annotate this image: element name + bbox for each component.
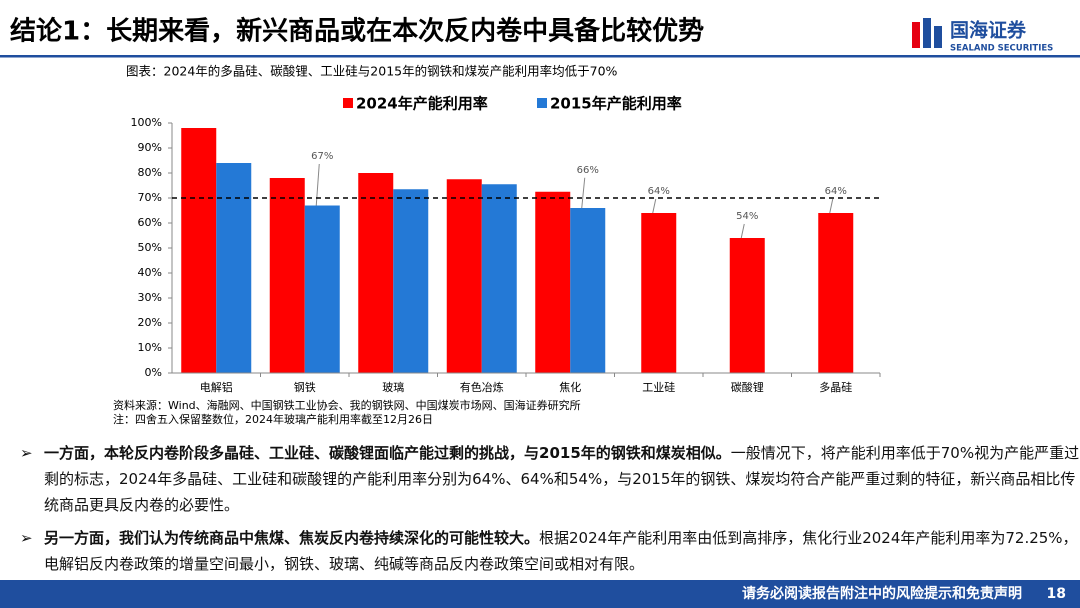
bar — [481, 184, 517, 373]
leader-line — [581, 177, 586, 209]
bar — [269, 178, 305, 373]
leader-line — [315, 163, 320, 206]
data-label: 64% — [825, 186, 847, 197]
bar — [570, 208, 606, 373]
bar — [641, 213, 677, 373]
legend-label: 2015年产能利用率 — [550, 95, 682, 113]
leader-line — [829, 198, 834, 214]
logo-english: SEALAND SECURITIES — [950, 44, 1053, 54]
chart-note: 注：四舍五入保留整数位，2024年玻璃产能利用率截至12月26日 — [113, 412, 433, 426]
bullet-arrow: ➢ — [20, 529, 33, 547]
y-tick-label: 50% — [138, 241, 162, 254]
y-tick-label: 0% — [145, 366, 162, 379]
slide-title: 结论1：长期来看，新兴商品或在本次反内卷中具备比较优势 — [10, 16, 704, 47]
bar — [535, 191, 571, 373]
legend-swatch — [537, 98, 547, 108]
y-tick-label: 10% — [138, 341, 162, 354]
leader-line — [652, 198, 657, 214]
x-tick-label: 碳酸锂 — [731, 380, 764, 394]
y-tick-label: 30% — [138, 291, 162, 304]
chart-title: 图表：2024年的多晶硅、碳酸锂、工业硅与2015年的钢铁和煤炭产能利用率均低于… — [126, 64, 618, 79]
x-tick-label: 电解铝 — [200, 380, 233, 394]
x-tick-label: 有色冶炼 — [460, 380, 504, 394]
footer-disclaimer: 请务必阅读报告附注中的风险提示和免责声明 — [742, 585, 1022, 602]
bullet-lead: 另一方面，我们认为传统商品中焦煤、焦炭反内卷持续深化的可能性较大。 — [44, 529, 540, 547]
y-tick-label: 20% — [138, 316, 162, 329]
header-rule — [0, 55, 1080, 58]
bar — [216, 163, 252, 373]
logo-name: 国海证券 — [950, 19, 1027, 42]
x-tick-label: 工业硅 — [642, 381, 675, 394]
bullet-lead: 一方面，本轮反内卷阶段多晶硅、工业硅、碳酸锂面临产能过剩的挑战，与2015年的钢… — [44, 444, 731, 462]
page-number: 18 — [1047, 586, 1066, 602]
legend-label: 2024年产能利用率 — [356, 95, 488, 113]
bullet-arrow: ➢ — [20, 444, 33, 462]
x-tick-label: 多晶硅 — [819, 380, 852, 394]
logo-icon — [934, 26, 942, 48]
bar — [304, 205, 340, 373]
y-tick-label: 80% — [138, 166, 162, 179]
logo-icon — [923, 18, 931, 48]
x-tick-label: 焦化 — [559, 380, 581, 394]
data-label: 67% — [311, 151, 333, 162]
y-tick-label: 40% — [138, 266, 162, 279]
logo-icon — [912, 22, 920, 48]
bar — [181, 128, 217, 373]
bar — [818, 213, 854, 373]
data-label: 66% — [577, 165, 599, 176]
bullet-text: 根据2024年产能利用率由低到高排序，焦化行业2024年产能利用率为72.25%… — [44, 529, 1078, 573]
bar — [358, 173, 394, 373]
bullet-text: 一般情况下，将产能利用率低于70%视为产能严重过剩的标志，2024年多晶硅、工业… — [44, 444, 1080, 514]
bullet: ➢ 一方面，本轮反内卷阶段多晶硅、工业硅、碳酸锂面临产能过剩的挑战，与2015年的… — [20, 440, 1080, 518]
leader-line — [740, 223, 745, 239]
legend-swatch — [343, 98, 353, 108]
y-tick-label: 100% — [131, 116, 162, 129]
bar — [446, 179, 482, 373]
data-label: 54% — [736, 211, 758, 222]
footer-bar — [0, 580, 1080, 608]
chart-source: 资料来源：Wind、海融网、中国钢铁工业协会、我的钢铁网、中国煤炭市场网、国海证… — [113, 398, 581, 412]
y-tick-label: 90% — [138, 141, 162, 154]
x-tick-label: 玻璃 — [382, 380, 404, 394]
data-label: 64% — [648, 186, 670, 197]
bar — [393, 189, 429, 373]
bullet: ➢ 另一方面，我们认为传统商品中焦煤、焦炭反内卷持续深化的可能性较大。根据2024… — [20, 525, 1080, 577]
bar — [729, 238, 765, 373]
x-tick-label: 钢铁 — [294, 381, 316, 394]
y-tick-label: 60% — [138, 216, 162, 229]
y-tick-label: 70% — [138, 191, 162, 204]
